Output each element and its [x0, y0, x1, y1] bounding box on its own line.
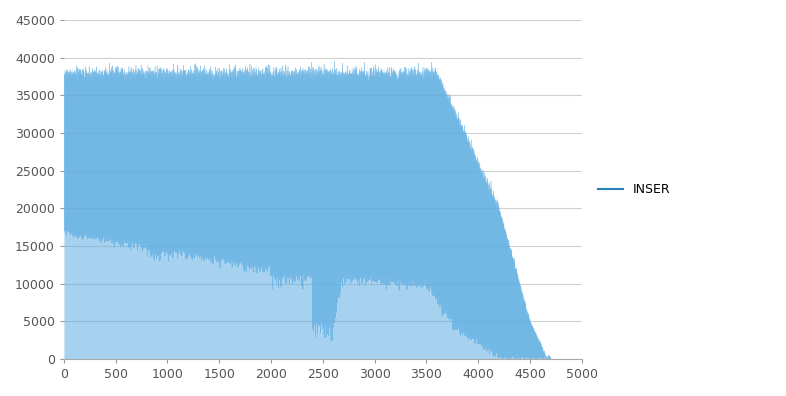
Legend: INSER: INSER	[593, 178, 676, 201]
